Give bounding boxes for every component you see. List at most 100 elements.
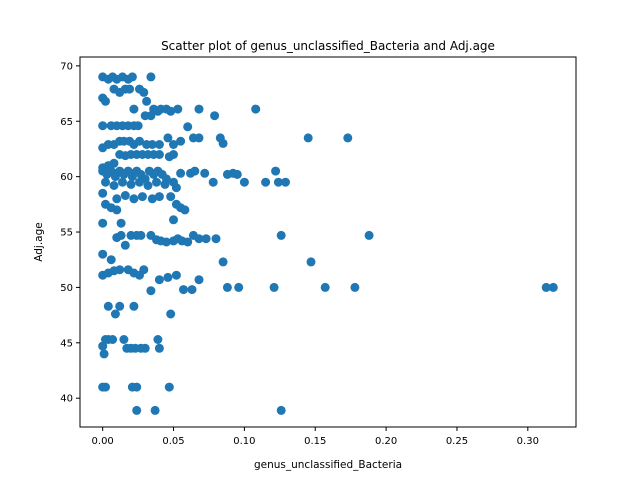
data-point: [103, 301, 113, 311]
data-point: [171, 270, 181, 280]
x-tick-label: 0.05: [162, 436, 184, 447]
x-tick-label: 0.00: [92, 436, 114, 447]
data-point: [132, 405, 142, 415]
data-point: [137, 192, 147, 202]
data-point: [142, 96, 152, 106]
data-point: [129, 301, 139, 311]
data-point: [147, 140, 157, 149]
data-point: [281, 177, 290, 187]
data-point: [115, 301, 125, 311]
data-point: [179, 285, 188, 295]
data-point: [132, 382, 142, 392]
y-tick-label: 40: [60, 394, 73, 405]
data-point: [343, 133, 353, 143]
data-point: [273, 177, 283, 187]
data-point: [187, 285, 197, 295]
data-point: [163, 272, 173, 282]
data-point: [112, 205, 122, 215]
plot-frame: [79, 56, 577, 428]
data-point: [125, 84, 135, 94]
data-point: [101, 382, 110, 392]
y-tick-label: 50: [60, 283, 73, 294]
data-point: [166, 309, 176, 319]
data-point: [101, 177, 110, 187]
data-point: [150, 405, 160, 415]
y-tick-label: 60: [60, 172, 73, 183]
data-point: [120, 240, 130, 250]
data-point: [163, 133, 173, 143]
data-point: [234, 282, 244, 292]
data-point: [129, 104, 139, 114]
data-point: [154, 275, 164, 285]
x-axis-ticks: 0.00 0.05 0.10 0.15 0.20 0.25 0.30: [92, 427, 539, 447]
data-point: [99, 349, 109, 359]
data-point: [161, 237, 171, 247]
data-point: [271, 166, 281, 176]
data-point: [115, 265, 125, 275]
data-point: [194, 133, 204, 143]
data-point: [126, 179, 136, 189]
y-tick-label: 65: [60, 117, 73, 128]
data-point: [208, 177, 218, 187]
data-point: [152, 177, 161, 187]
data-point: [147, 194, 157, 204]
data-point: [139, 265, 149, 275]
data-point: [109, 181, 119, 190]
data-point: [303, 133, 313, 143]
data-point: [143, 181, 153, 190]
data-point: [218, 138, 228, 148]
data-point: [166, 192, 176, 202]
data-point: [171, 183, 181, 193]
y-tick-label: 70: [60, 61, 73, 72]
data-point: [164, 382, 174, 392]
data-point: [98, 188, 108, 198]
data-point: [306, 257, 316, 267]
data-point: [350, 282, 360, 292]
data-point: [129, 194, 139, 204]
data-point: [218, 257, 228, 267]
data-point: [116, 230, 126, 240]
data-point: [110, 309, 120, 319]
data-point: [541, 282, 551, 292]
data-point: [133, 121, 143, 131]
data-point: [169, 150, 178, 159]
data-point: [108, 335, 118, 344]
data-point: [120, 191, 130, 200]
data-point: [176, 168, 186, 178]
data-point: [232, 169, 242, 179]
x-tick-label: 0.25: [446, 436, 468, 447]
y-tick-label: 45: [60, 338, 73, 349]
data-point: [135, 177, 144, 187]
data-point: [194, 275, 204, 285]
data-point: [146, 72, 156, 82]
data-point: [153, 335, 163, 344]
chart-title: Scatter plot of genus_unclassified_Bacte…: [161, 39, 495, 53]
data-point: [169, 215, 178, 225]
data-point: [194, 104, 204, 114]
data-point: [127, 72, 137, 82]
data-point: [251, 104, 261, 114]
data-point: [190, 166, 200, 176]
data-point: [135, 136, 144, 146]
x-tick-label: 0.10: [233, 436, 255, 447]
data-point: [98, 218, 108, 228]
data-point: [276, 405, 286, 415]
data-point: [320, 282, 330, 292]
data-point: [154, 150, 164, 159]
data-point: [154, 343, 164, 353]
data-point: [139, 87, 149, 97]
data-point: [98, 121, 108, 131]
data-point: [118, 177, 127, 187]
data-point: [119, 335, 129, 344]
data-point: [160, 179, 170, 189]
data-point: [98, 249, 108, 259]
data-point: [239, 177, 249, 187]
y-tick-label: 55: [60, 228, 73, 239]
data-point: [176, 136, 186, 146]
x-tick-label: 0.20: [375, 436, 397, 447]
data-point: [136, 230, 146, 240]
data-point: [183, 237, 193, 247]
x-axis-label: genus_unclassified_Bacteria: [254, 459, 402, 471]
